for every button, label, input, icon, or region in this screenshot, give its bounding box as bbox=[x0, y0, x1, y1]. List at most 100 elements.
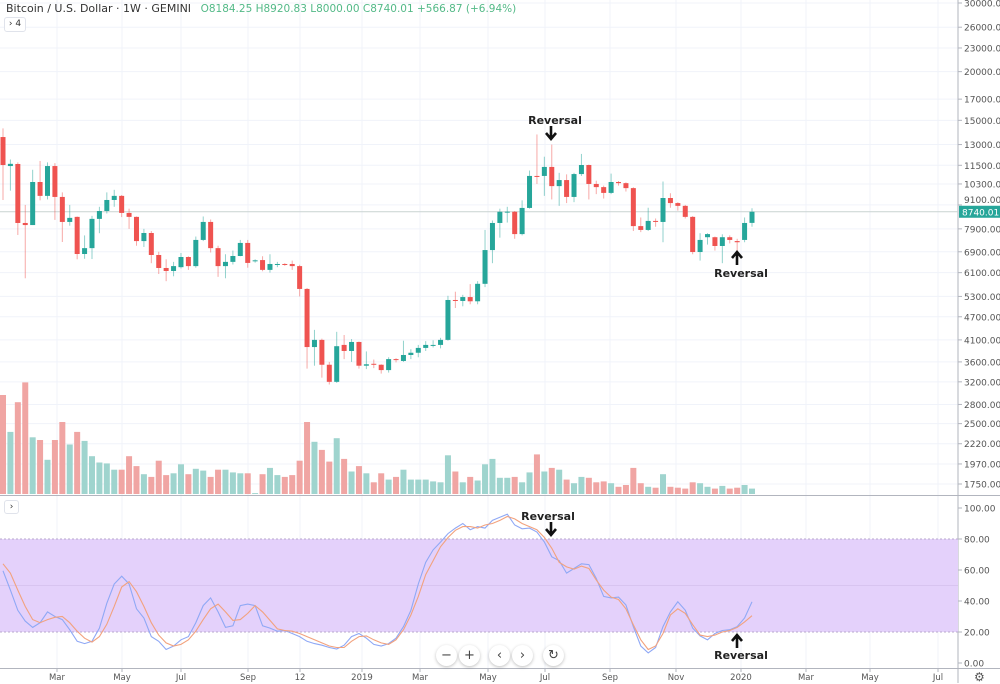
candle-body bbox=[556, 180, 562, 187]
volume-bar bbox=[185, 474, 192, 494]
time-tick-label: Jul bbox=[932, 673, 943, 683]
volume-bar bbox=[37, 440, 44, 494]
candle-body bbox=[690, 216, 696, 253]
candle-body bbox=[52, 166, 58, 197]
high-value: H8920.83 bbox=[255, 3, 307, 15]
volume-bar bbox=[385, 479, 392, 494]
volume-bar bbox=[252, 493, 259, 494]
reset-icon: ↻ bbox=[548, 648, 559, 663]
candle-body bbox=[586, 165, 592, 184]
ohlc-values: O8184.25 H8920.83 L8000.00 C8740.01 +566… bbox=[201, 3, 517, 15]
time-tick-label: Jul bbox=[539, 673, 550, 683]
candle-body bbox=[400, 354, 406, 361]
candle-body bbox=[742, 222, 748, 240]
price-tick-label: 2800.00 bbox=[964, 401, 1000, 411]
candle-body bbox=[452, 299, 458, 301]
price-tick-label: 23000.00 bbox=[964, 44, 1000, 54]
candle-body bbox=[460, 297, 466, 301]
candle-body bbox=[171, 266, 177, 271]
candle-body bbox=[311, 339, 317, 348]
arrow-down-icon bbox=[545, 126, 557, 142]
volume-bar bbox=[452, 471, 459, 494]
volume-bar bbox=[660, 474, 667, 494]
volume-bar bbox=[170, 473, 177, 494]
volume-bar bbox=[51, 440, 58, 494]
volume-bar bbox=[22, 382, 29, 494]
reset-chart-button[interactable]: ↻ bbox=[543, 645, 564, 666]
candle-body bbox=[267, 263, 273, 270]
price-tick-label: 10300.00 bbox=[964, 180, 1000, 190]
candle-body bbox=[356, 341, 362, 366]
candle-body bbox=[534, 175, 540, 177]
volume-bar bbox=[726, 488, 733, 494]
volume-bar bbox=[482, 464, 489, 494]
volume-bar bbox=[222, 469, 229, 494]
volume-bar bbox=[541, 471, 548, 494]
candle-body bbox=[512, 211, 518, 235]
price-tick-label: 6900.00 bbox=[964, 248, 1000, 258]
candle-body bbox=[719, 237, 725, 246]
volume-bar bbox=[177, 464, 184, 494]
stoch-legend-toggle[interactable]: › bbox=[4, 500, 19, 514]
candle-body bbox=[527, 175, 533, 208]
volume-bar bbox=[200, 470, 207, 494]
candle-body bbox=[193, 239, 199, 267]
volume-bar bbox=[304, 422, 311, 494]
reversal-label: Reversal bbox=[528, 114, 582, 127]
scroll-left-button[interactable]: ‹ bbox=[489, 645, 510, 666]
candle-body bbox=[297, 266, 303, 289]
zoom-in-button[interactable]: + bbox=[459, 645, 480, 666]
candle-body bbox=[386, 359, 392, 371]
indicator-legend-toggle[interactable]: › 4 bbox=[4, 17, 26, 32]
price-tick-label: 6100.00 bbox=[964, 269, 1000, 279]
low-value: L8000.00 bbox=[310, 3, 360, 15]
volume-bar bbox=[444, 455, 451, 494]
candle-body bbox=[126, 212, 132, 217]
volume-bar bbox=[341, 458, 348, 494]
candle-body bbox=[200, 221, 206, 240]
candle-body bbox=[378, 364, 384, 371]
volume-bar bbox=[622, 485, 629, 494]
candle-body bbox=[623, 183, 629, 189]
volume-bar bbox=[504, 477, 511, 494]
volume-bar bbox=[430, 481, 437, 494]
zoom-out-button[interactable]: − bbox=[436, 645, 457, 666]
time-tick-label: 2020 bbox=[730, 673, 752, 683]
candle-body bbox=[37, 182, 43, 196]
volume-bar bbox=[192, 468, 199, 494]
price-tick-label: 9100.00 bbox=[964, 196, 1000, 206]
candle-body bbox=[289, 263, 295, 267]
scroll-right-button[interactable]: › bbox=[512, 645, 533, 666]
volume-bar bbox=[749, 488, 755, 494]
candle-body bbox=[571, 174, 577, 197]
candle-body bbox=[349, 341, 355, 351]
candle-body bbox=[727, 237, 733, 240]
volume-bar bbox=[207, 476, 214, 494]
volume-bar bbox=[355, 466, 362, 494]
volume-bar bbox=[29, 437, 36, 494]
candle-body bbox=[260, 260, 266, 270]
price-tick-label: 26000.00 bbox=[964, 24, 1000, 34]
volume-bar bbox=[215, 469, 222, 494]
volume-bar bbox=[88, 456, 95, 494]
price-tick-label: 3600.00 bbox=[964, 358, 1000, 368]
time-tick-label: 2019 bbox=[351, 673, 373, 683]
open-value: O8184.25 bbox=[200, 3, 253, 15]
candle-body bbox=[0, 137, 6, 166]
candle-body bbox=[185, 257, 191, 267]
candle-body bbox=[67, 217, 73, 222]
volume-bar bbox=[103, 463, 110, 494]
candle-body bbox=[593, 183, 599, 188]
candle-body bbox=[363, 364, 369, 366]
gear-icon[interactable]: ⚙ bbox=[974, 670, 985, 684]
candle-body bbox=[630, 188, 636, 227]
candle-body bbox=[712, 237, 718, 246]
stoch-d-line bbox=[2, 515, 753, 651]
price-tick-label: 4100.00 bbox=[964, 336, 1000, 346]
volume-bar bbox=[407, 479, 414, 494]
stoch-tick-label: 0.00 bbox=[964, 660, 984, 670]
candle-body bbox=[578, 165, 584, 175]
stoch-tick-label: 100.00 bbox=[964, 505, 996, 515]
candle-body bbox=[274, 263, 280, 265]
